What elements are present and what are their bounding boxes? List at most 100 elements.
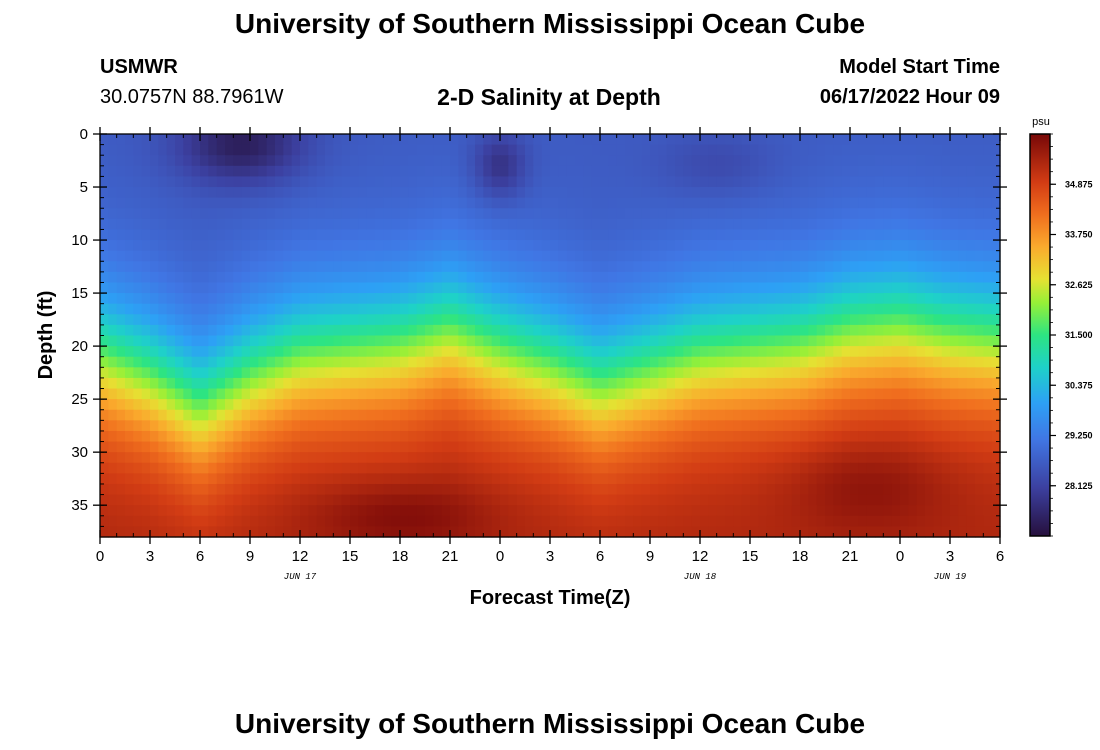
heatmap-cell <box>500 303 509 315</box>
heatmap-cell <box>775 229 784 241</box>
heatmap-cell <box>275 324 284 337</box>
heatmap-cell <box>491 473 501 485</box>
heatmap-cell <box>608 356 618 368</box>
heatmap-cell <box>258 526 268 538</box>
heatmap-cell <box>683 250 693 262</box>
heatmap-cell <box>808 526 818 538</box>
heatmap-cell <box>800 240 809 252</box>
heatmap-cell <box>850 494 859 506</box>
heatmap-cell <box>525 134 534 146</box>
heatmap-cell <box>566 515 576 527</box>
heatmap-cell <box>475 144 484 156</box>
heatmap-cell <box>483 208 493 220</box>
heatmap-cell <box>925 441 934 453</box>
heatmap-cell <box>650 494 659 506</box>
heatmap-cell <box>166 250 176 262</box>
heatmap-cell <box>316 409 326 421</box>
heatmap-cell <box>733 430 743 443</box>
heatmap-cell <box>791 144 801 156</box>
heatmap-cell <box>358 356 368 368</box>
heatmap-cell <box>491 165 501 178</box>
heatmap-cell <box>408 388 418 400</box>
heatmap-cell <box>375 462 384 474</box>
heatmap-cell <box>983 271 993 284</box>
heatmap-cell <box>250 452 259 464</box>
heatmap-cell <box>141 208 151 220</box>
heatmap-cell <box>925 176 934 188</box>
heatmap-cell <box>708 261 718 273</box>
heatmap-cell <box>358 197 368 209</box>
heatmap-cell <box>566 356 576 368</box>
heatmap-cell <box>466 430 476 443</box>
heatmap-cell <box>691 303 701 315</box>
heatmap-cell <box>591 240 601 252</box>
x-tick-label: 6 <box>596 548 604 565</box>
heatmap-cell <box>941 303 951 315</box>
heatmap-cell <box>941 388 951 400</box>
heatmap-cell <box>875 229 884 241</box>
heatmap-cell <box>100 388 109 400</box>
heatmap-cell <box>550 261 559 273</box>
heatmap-cell <box>866 515 876 527</box>
heatmap-cell <box>591 367 601 379</box>
heatmap-cell <box>408 208 418 220</box>
heatmap-cell <box>991 441 1001 453</box>
heatmap-cell <box>691 208 701 220</box>
heatmap-cell <box>216 165 226 178</box>
heatmap-cell <box>125 452 134 464</box>
heatmap-cell <box>675 250 684 262</box>
heatmap-cell <box>766 293 776 305</box>
heatmap-cell <box>800 250 809 262</box>
heatmap-cell <box>408 303 418 315</box>
heatmap-cell <box>608 367 618 379</box>
heatmap-cell <box>141 165 151 178</box>
heatmap-cell <box>858 271 868 284</box>
heatmap-cell <box>641 271 651 284</box>
heatmap-cell <box>766 505 776 517</box>
heatmap-cell <box>966 282 976 294</box>
heatmap-cell <box>216 505 226 517</box>
heatmap-cell <box>616 314 626 326</box>
heatmap-cell <box>891 229 901 241</box>
heatmap-cell <box>658 155 668 167</box>
heatmap-cell <box>850 515 859 527</box>
heatmap-cell <box>983 250 993 262</box>
heatmap-cell <box>241 388 251 400</box>
heatmap-cell <box>850 335 859 347</box>
heatmap-cell <box>916 282 926 294</box>
heatmap-cell <box>641 229 651 241</box>
heatmap-cell <box>700 452 709 464</box>
heatmap-cell <box>458 494 468 506</box>
heatmap-cell <box>833 526 843 538</box>
heatmap-cell <box>291 473 301 485</box>
heatmap-cell <box>500 165 509 178</box>
heatmap-cell <box>283 229 293 241</box>
heatmap-cell <box>883 356 893 368</box>
heatmap-cell <box>191 187 201 199</box>
heatmap-cell <box>175 314 184 326</box>
heatmap-cell <box>800 134 809 146</box>
heatmap-cell <box>133 441 143 453</box>
heatmap-cell <box>716 420 726 432</box>
heatmap-cell <box>183 377 193 390</box>
heatmap-cell <box>116 218 126 231</box>
heatmap-cell <box>200 356 209 368</box>
heatmap-cell <box>566 218 576 231</box>
heatmap-cell <box>750 155 759 167</box>
heatmap-cell <box>366 409 376 421</box>
heatmap-cell <box>266 293 276 305</box>
heatmap-cell <box>733 240 743 252</box>
heatmap-cell <box>858 218 868 231</box>
heatmap-cell <box>291 314 301 326</box>
heatmap-cell <box>683 155 693 167</box>
heatmap-cell <box>858 303 868 315</box>
heatmap-cell <box>366 420 376 432</box>
heatmap-cell <box>216 240 226 252</box>
heatmap-cell <box>250 473 259 485</box>
heatmap-cell <box>966 335 976 347</box>
heatmap-cell <box>141 250 151 262</box>
heatmap-cell <box>758 155 768 167</box>
heatmap-cell <box>400 208 409 220</box>
heatmap-cell <box>966 452 976 464</box>
heatmap-cell <box>525 515 534 527</box>
